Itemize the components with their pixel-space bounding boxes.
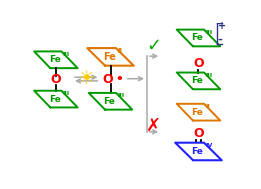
Text: II: II <box>205 104 210 109</box>
Text: O: O <box>51 73 61 86</box>
Text: Fe: Fe <box>49 55 61 64</box>
Text: Fe: Fe <box>192 76 203 85</box>
Text: –: – <box>218 35 223 45</box>
Text: III: III <box>63 52 70 57</box>
Text: III: III <box>205 73 212 78</box>
Text: IV: IV <box>205 143 212 148</box>
Text: +: + <box>218 21 226 31</box>
Text: ✗: ✗ <box>146 117 161 135</box>
Text: O: O <box>193 57 204 70</box>
Text: III: III <box>117 93 124 98</box>
Text: Fe: Fe <box>104 97 115 106</box>
Text: ✓: ✓ <box>146 37 161 55</box>
Text: III: III <box>205 30 212 35</box>
Text: O: O <box>103 73 113 86</box>
Text: II: II <box>117 48 122 54</box>
Text: Fe: Fe <box>192 33 203 43</box>
Text: O: O <box>193 127 204 140</box>
Text: Fe: Fe <box>192 147 203 156</box>
Text: ☀: ☀ <box>78 69 95 88</box>
Text: III: III <box>63 91 70 96</box>
Text: Fe: Fe <box>192 108 203 117</box>
Text: Fe: Fe <box>103 52 116 62</box>
Text: Fe: Fe <box>49 94 61 104</box>
Text: •: • <box>115 73 123 86</box>
